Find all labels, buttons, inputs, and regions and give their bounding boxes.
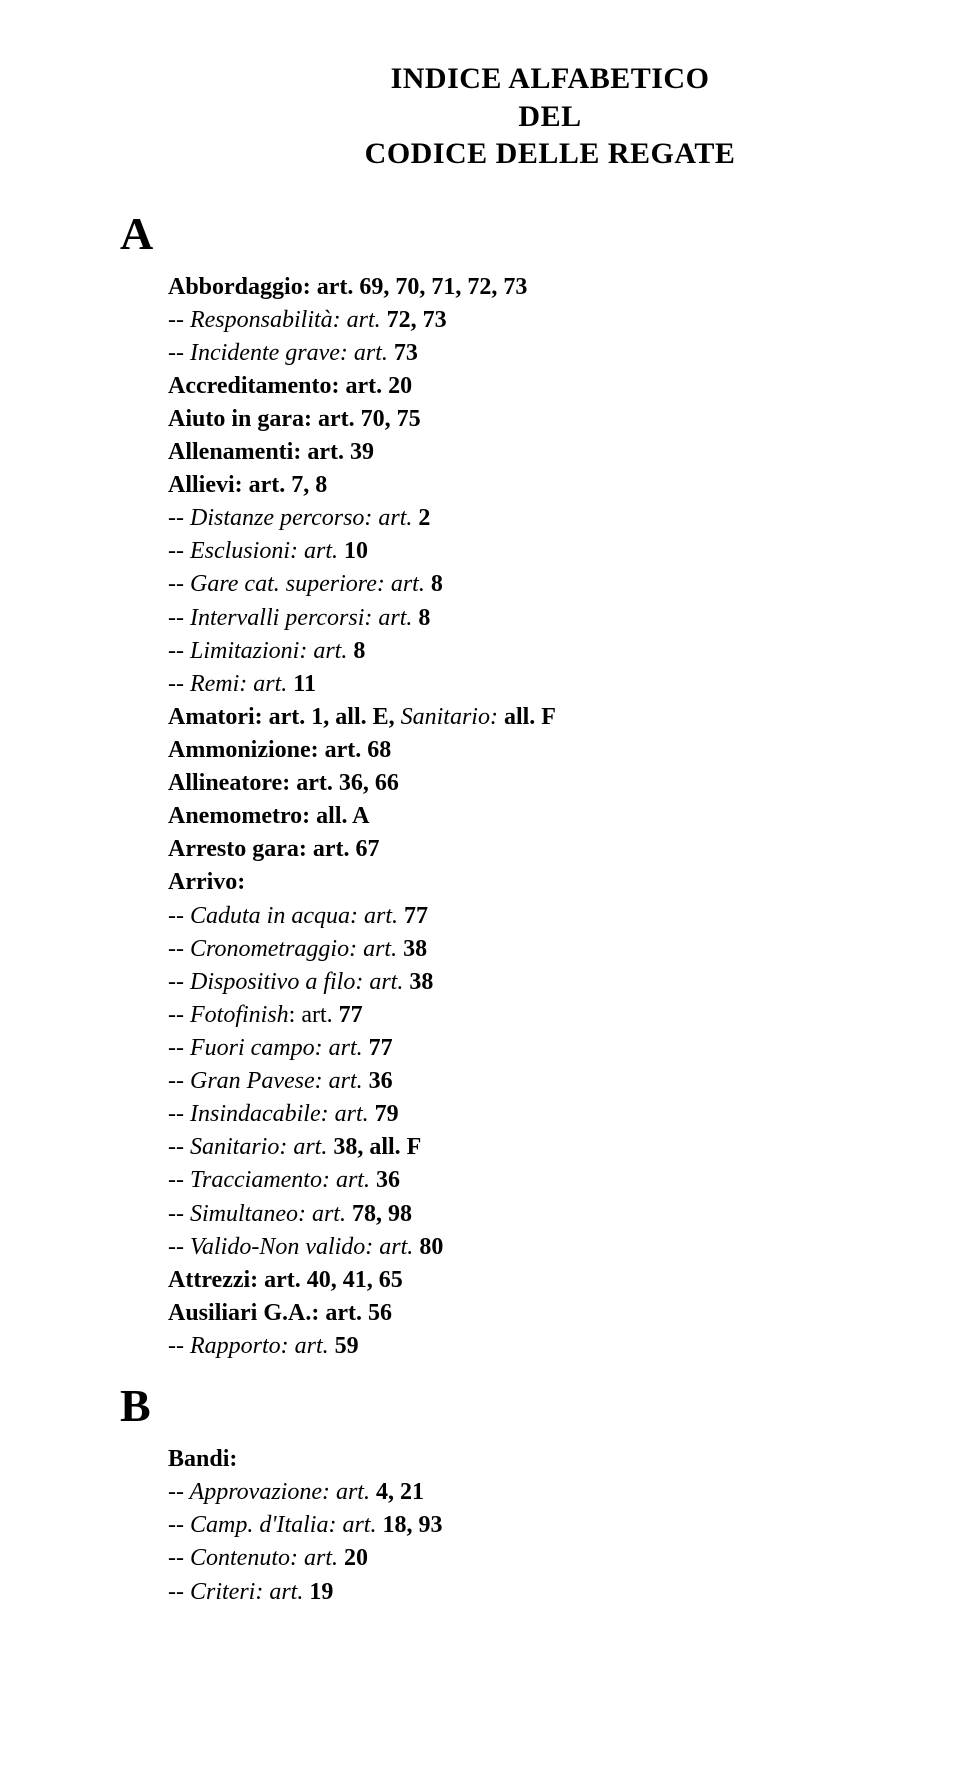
index-entry: Accreditamento: art. 20 (168, 370, 850, 403)
index-entry: -- Esclusioni: art. 10 (168, 535, 850, 568)
index-entry: -- Dispositivo a filo: art. 38 (168, 966, 850, 999)
index-entry: -- Sanitario: art. 38, all. F (168, 1131, 850, 1164)
entries-b: Bandi: -- Approvazione: art. 4, 21 -- Ca… (168, 1443, 850, 1609)
index-entry: -- Valido-Non valido: art. 80 (168, 1231, 850, 1264)
index-entry: -- Camp. d'Italia: art. 18, 93 (168, 1509, 850, 1542)
index-entry: Arresto gara: art. 67 (168, 833, 850, 866)
index-entry: Allenamenti: art. 39 (168, 436, 850, 469)
index-entry: -- Responsabilità: art. 72, 73 (168, 304, 850, 337)
index-entry: -- Criteri: art. 19 (168, 1576, 850, 1609)
index-entry: -- Distanze percorso: art. 2 (168, 502, 850, 535)
index-entry: -- Gran Pavese: art. 36 (168, 1065, 850, 1098)
index-entry: Anemometro: all. A (168, 800, 850, 833)
document-page: INDICE ALFABETICO DEL CODICE DELLE REGAT… (0, 0, 960, 1771)
index-entry: Arrivo: (168, 866, 850, 899)
index-entry: Ausiliari G.A.: art. 56 (168, 1297, 850, 1330)
title-line-3: CODICE DELLE REGATE (250, 135, 850, 173)
index-entry: -- Approvazione: art. 4, 21 (168, 1476, 850, 1509)
index-entry: -- Remi: art. 11 (168, 668, 850, 701)
index-entry: -- Rapporto: art. 59 (168, 1330, 850, 1363)
index-entry: Amatori: art. 1, all. E, Sanitario: all.… (168, 701, 850, 734)
index-entry: -- Limitazioni: art. 8 (168, 635, 850, 668)
index-entry: -- Gare cat. superiore: art. 8 (168, 568, 850, 601)
index-entry: -- Cronometraggio: art. 38 (168, 933, 850, 966)
index-entry: -- Fotofinish: art. 77 (168, 999, 850, 1032)
index-entry: Abbordaggio: art. 69, 70, 71, 72, 73 (168, 271, 850, 304)
index-entry: -- Intervalli percorsi: art. 8 (168, 602, 850, 635)
index-entry: Allievi: art. 7, 8 (168, 469, 850, 502)
section-letter-a: A (120, 211, 850, 257)
title-line-1: INDICE ALFABETICO (250, 60, 850, 98)
index-entry: -- Contenuto: art. 20 (168, 1542, 850, 1575)
document-title: INDICE ALFABETICO DEL CODICE DELLE REGAT… (250, 60, 850, 173)
index-entry: Bandi: (168, 1443, 850, 1476)
index-entry: -- Simultaneo: art. 78, 98 (168, 1198, 850, 1231)
index-entry: -- Incidente grave: art. 73 (168, 337, 850, 370)
title-line-2: DEL (250, 98, 850, 136)
index-entry: -- Tracciamento: art. 36 (168, 1164, 850, 1197)
index-entry: Attrezzi: art. 40, 41, 65 (168, 1264, 850, 1297)
index-entry: -- Insindacabile: art. 79 (168, 1098, 850, 1131)
section-letter-b: B (120, 1383, 850, 1429)
index-entry: Aiuto in gara: art. 70, 75 (168, 403, 850, 436)
entries-a: Abbordaggio: art. 69, 70, 71, 72, 73 -- … (168, 271, 850, 1364)
index-entry: -- Fuori campo: art. 77 (168, 1032, 850, 1065)
index-entry: Allineatore: art. 36, 66 (168, 767, 850, 800)
index-entry: -- Caduta in acqua: art. 77 (168, 900, 850, 933)
index-entry: Ammonizione: art. 68 (168, 734, 850, 767)
